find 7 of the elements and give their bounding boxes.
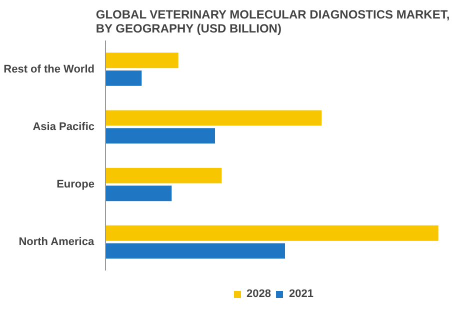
legend-label: 2028 <box>246 288 271 300</box>
y-tick-label: Asia Pacific <box>32 120 95 133</box>
legend-label: 2021 <box>289 288 314 300</box>
y-tick-label: Rest of the World <box>4 63 95 76</box>
y-tick-label: North America <box>18 236 95 248</box>
chart-title: GLOBAL VETERINARY MOLECULAR DIAGNOSTICS MARKET, BY GEOGRAPHY (USD BILLION) <box>96 8 450 36</box>
y-tick-label: Europe <box>56 178 95 190</box>
